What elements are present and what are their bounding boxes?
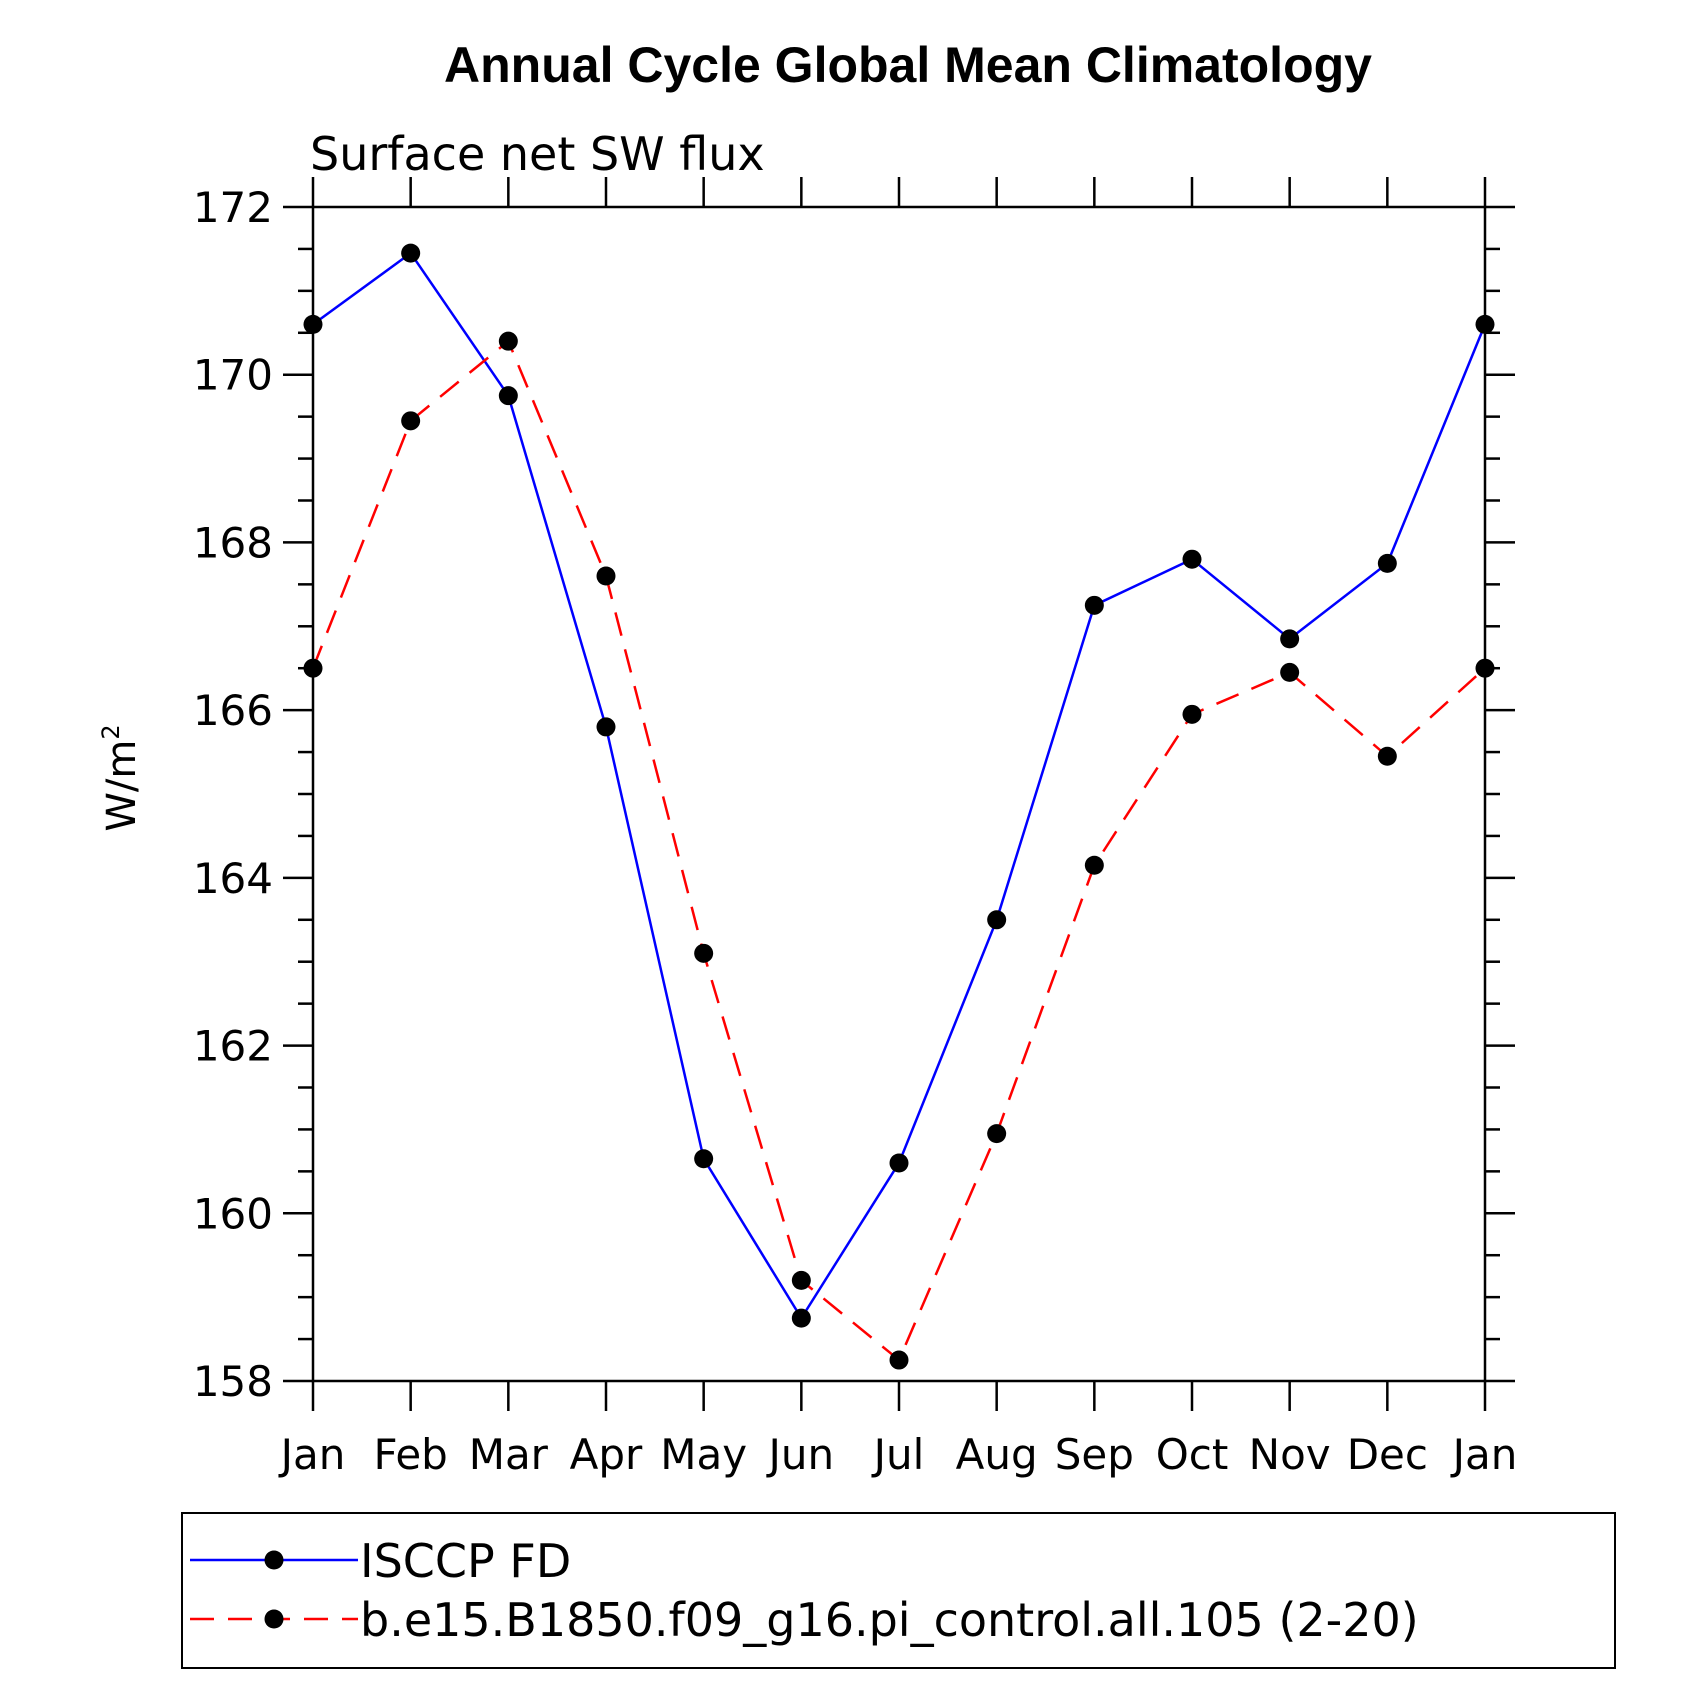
data-point — [694, 1149, 714, 1169]
y-tick-label: 172 — [193, 183, 273, 232]
legend-label-2: b.e15.B1850.f09_g16.pi_control.all.105 (… — [360, 1593, 1419, 1647]
data-point — [1377, 746, 1397, 766]
chart-title: Annual Cycle Global Mean Climatology — [444, 37, 1372, 93]
data-point — [694, 943, 714, 963]
data-point — [1280, 662, 1300, 682]
y-axis-label-superscript: 2 — [97, 724, 125, 739]
data-point — [1377, 553, 1397, 573]
data-point — [889, 1153, 909, 1173]
legend-label-1: ISCCP FD — [360, 1534, 571, 1588]
series-line-2 — [311, 339, 1486, 1363]
data-point — [303, 658, 323, 678]
x-tick-label: Mar — [469, 1430, 549, 1479]
y-tick-label: 168 — [193, 518, 273, 567]
x-tick-label: Jun — [766, 1430, 835, 1479]
legend-box — [181, 1512, 1616, 1669]
data-point — [987, 910, 1007, 930]
legend-marker-2 — [264, 1609, 284, 1629]
x-tick-label: Dec — [1347, 1430, 1428, 1479]
chart-subtitle: Surface net SW flux — [310, 127, 765, 181]
data-point — [498, 386, 518, 406]
x-tick-label: Aug — [956, 1430, 1038, 1479]
data-point — [596, 566, 616, 586]
x-tick-label: Apr — [570, 1430, 643, 1479]
legend: ISCCP FDb.e15.B1850.f09_g16.pi_control.a… — [190, 1534, 1419, 1647]
data-point — [1475, 658, 1495, 678]
data-point — [401, 243, 421, 263]
y-tick-label: 162 — [193, 1022, 273, 1071]
x-tick-label: Nov — [1249, 1430, 1331, 1479]
y-axis-label-text: W/m — [99, 740, 145, 832]
x-tick-label: Oct — [1156, 1430, 1229, 1479]
data-point — [401, 411, 421, 431]
x-tick-label: Feb — [373, 1430, 447, 1479]
x-tick-label: Sep — [1055, 1430, 1134, 1479]
x-tick-label: May — [660, 1430, 747, 1479]
data-point — [1084, 595, 1104, 615]
data-point — [1182, 704, 1202, 724]
x-tick-label: Jan — [1450, 1430, 1518, 1479]
data-point — [1182, 549, 1202, 569]
data-point — [791, 1270, 811, 1290]
data-point — [791, 1308, 811, 1328]
y-tick-label: 166 — [193, 686, 273, 735]
axes: 158 160 162 164 166 168 170 172 Jan Feb Mar Apr May J… — [193, 177, 1518, 1479]
plot-frame — [311, 205, 1487, 1383]
data-point — [303, 314, 323, 334]
data-point — [889, 1350, 909, 1370]
y-tick-label: 160 — [193, 1189, 273, 1238]
data-point — [596, 717, 616, 737]
data-point — [1475, 314, 1495, 334]
data-point — [987, 1124, 1007, 1144]
data-point — [498, 331, 518, 351]
y-tick-label: 170 — [193, 351, 273, 400]
data-point — [1280, 629, 1300, 649]
y-axis-label: W/m2 — [97, 724, 145, 831]
data-point — [1084, 855, 1104, 875]
y-tick-label: 164 — [193, 854, 273, 903]
x-tick-label: Jul — [871, 1430, 925, 1479]
y-tick-label: 158 — [193, 1357, 273, 1406]
x-tick-label: Jan — [278, 1430, 346, 1479]
series — [303, 243, 1495, 1370]
legend-marker-1 — [264, 1550, 284, 1570]
